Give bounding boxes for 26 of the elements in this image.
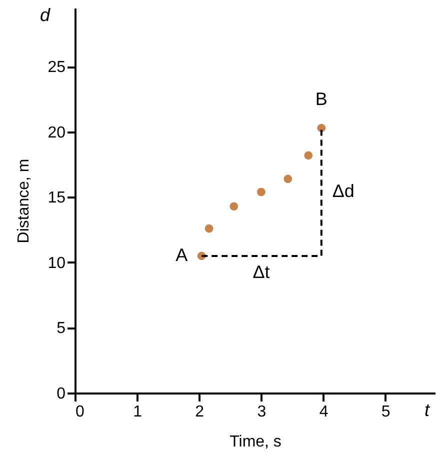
annotation: B — [315, 89, 328, 110]
annotation: A — [176, 244, 188, 265]
point — [317, 124, 326, 132]
x-tick-label: 4 — [319, 404, 328, 420]
x-tick-label: 0 — [76, 404, 84, 420]
y-tick-label: 5 — [56, 320, 66, 338]
x-tick-label: 3 — [257, 404, 266, 420]
annotation: Δd — [332, 181, 354, 202]
y-axis-title: Distance, m — [16, 158, 33, 244]
x-tick-label: 2 — [195, 404, 204, 420]
point — [304, 151, 313, 160]
text: t — [424, 400, 430, 420]
point — [284, 174, 292, 184]
y-tick-label: 20 — [48, 124, 66, 142]
text: d — [40, 5, 51, 25]
y-tick-label: 25 — [48, 59, 66, 76]
point — [230, 202, 238, 211]
y-tick-label: 0 — [56, 386, 66, 402]
y-tick-label: 15 — [48, 190, 66, 207]
x-tick-label: 1 — [133, 404, 142, 420]
y-tick-label: 10 — [48, 254, 66, 272]
x-tick-label: 5 — [381, 404, 390, 420]
x-axis-title: Time, s — [230, 434, 282, 450]
point — [257, 188, 266, 196]
point — [204, 224, 214, 233]
annotation: Δt — [252, 262, 270, 282]
